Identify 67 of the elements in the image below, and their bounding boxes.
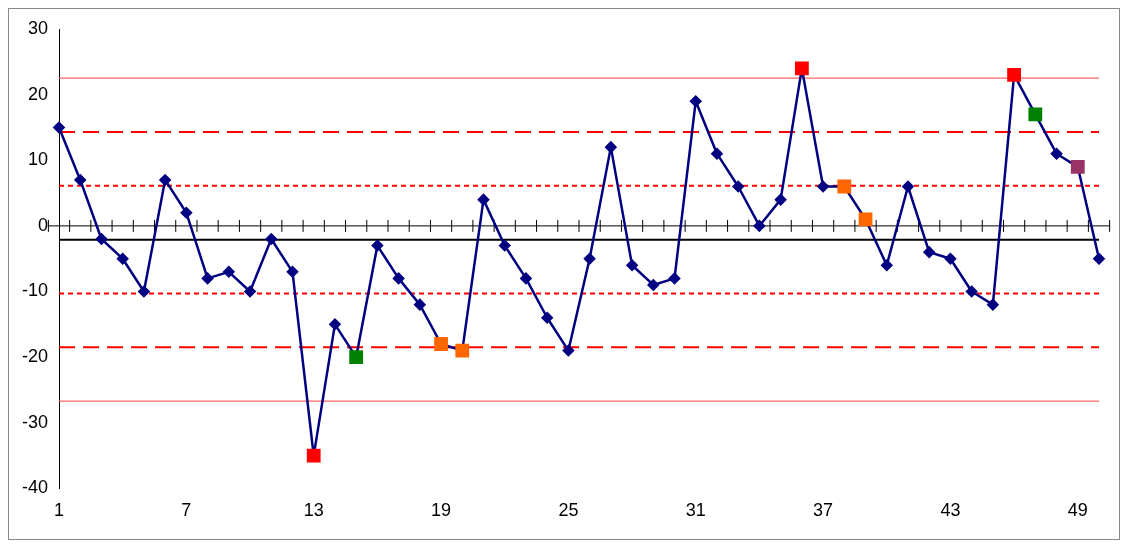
point (583, 252, 596, 265)
x-tick-label: 31 (685, 500, 706, 521)
point (138, 285, 150, 298)
point (1070, 159, 1085, 174)
y-tick-label: 30 (27, 17, 49, 38)
y-tick-label: 0 (38, 214, 49, 235)
point (774, 193, 787, 206)
point (265, 233, 278, 245)
point (647, 279, 660, 291)
y-tick-label: -20 (22, 346, 49, 367)
point (858, 212, 873, 227)
point (817, 180, 829, 193)
point (987, 298, 999, 311)
point (1093, 252, 1105, 265)
y-tick-label: 10 (27, 149, 49, 170)
point (562, 344, 575, 357)
point (477, 193, 490, 206)
point (837, 179, 852, 194)
point (626, 259, 638, 272)
point (371, 239, 384, 252)
x-tick-label: 49 (1067, 500, 1088, 521)
point (498, 239, 511, 252)
point (455, 343, 470, 358)
y-tick-label: -30 (22, 411, 49, 432)
point (306, 448, 321, 463)
point (794, 61, 809, 76)
point (753, 220, 766, 232)
point (902, 180, 914, 193)
point (53, 121, 65, 134)
point (392, 272, 405, 285)
point (95, 233, 108, 245)
point (349, 350, 364, 365)
point (159, 174, 171, 186)
x-tick-label: 7 (181, 500, 192, 521)
point (605, 141, 617, 153)
point (1050, 147, 1063, 160)
point (1007, 68, 1022, 82)
x-tick-label: 25 (558, 500, 579, 521)
point (711, 147, 723, 160)
point (434, 337, 448, 351)
point (541, 312, 553, 324)
point (732, 180, 744, 193)
point (1028, 107, 1043, 122)
y-tick-label: -10 (22, 280, 49, 301)
point (881, 259, 893, 272)
point (329, 318, 341, 331)
point (244, 285, 256, 298)
x-tick-label: 43 (940, 500, 961, 521)
point (223, 266, 235, 278)
y-tick-label: 20 (27, 83, 49, 104)
point (116, 252, 129, 265)
point (286, 266, 299, 278)
point (965, 285, 978, 298)
point (180, 207, 193, 219)
point (944, 252, 957, 265)
point (668, 272, 681, 285)
point (74, 174, 86, 186)
x-tick-label: 37 (813, 500, 834, 521)
point (520, 272, 532, 285)
x-tick-label: 19 (431, 500, 452, 521)
point (689, 95, 702, 107)
x-tick-label: 1 (54, 500, 65, 521)
x-tick-label: 13 (303, 500, 324, 521)
y-tick-label: -40 (22, 477, 49, 498)
point (923, 246, 935, 258)
point (414, 298, 426, 311)
point (201, 272, 214, 285)
